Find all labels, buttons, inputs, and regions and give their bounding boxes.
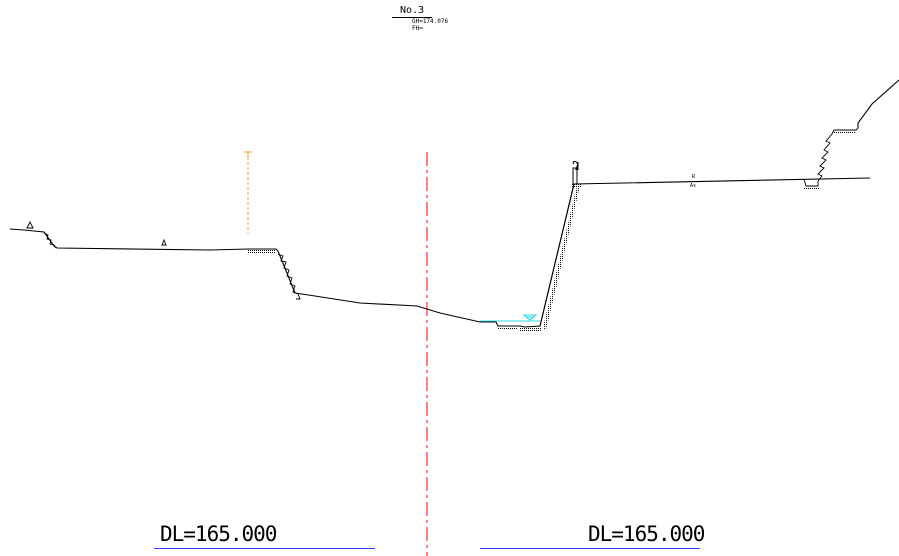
channel-bottom [498, 327, 542, 331]
left-retaining-wall [248, 250, 301, 300]
datum-level-left: DL=165.000 [160, 522, 277, 546]
upper-right-slope [857, 79, 899, 128]
right-retaining-wall [817, 127, 859, 182]
formation-height: FH= [412, 25, 423, 32]
station-header: No.3 GH=174.076 FH= [392, 6, 472, 32]
guard-post [572, 160, 582, 187]
ground-height: GH=174.076 [412, 18, 449, 25]
utility-marker [244, 151, 252, 233]
left-ditch [43, 232, 57, 249]
station-number: No.3 [392, 6, 432, 18]
water-surface [480, 314, 540, 322]
ground-profile [9, 177, 871, 328]
right-ditch [803, 178, 820, 190]
tree-symbol-mid [161, 238, 167, 246]
datum-level-right: DL=165.000 [588, 522, 705, 546]
pavement-bottom-label: As [690, 183, 696, 189]
tree-symbol-left [26, 220, 34, 229]
pavement-top-label: R [692, 174, 696, 180]
datum-underline-left [154, 548, 375, 549]
right-channel-wall [539, 183, 580, 330]
datum-underline-right [480, 548, 700, 549]
